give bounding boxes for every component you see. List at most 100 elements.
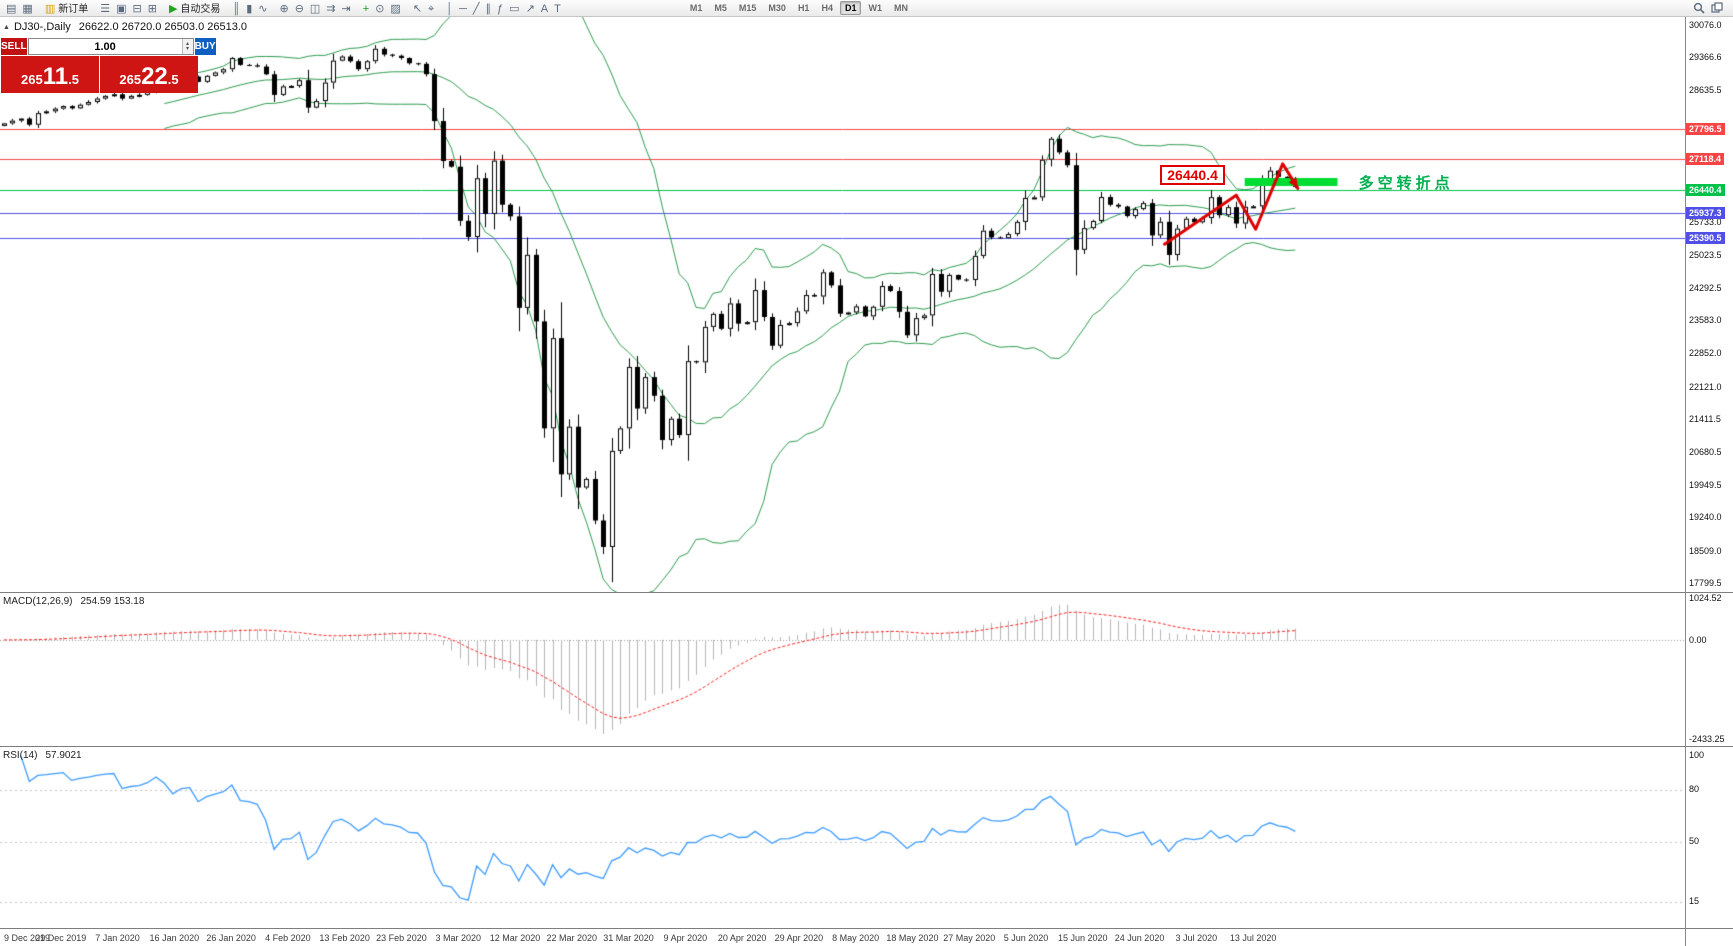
volume-spinner: ▴ ▾	[181, 39, 193, 54]
zoom-in-button[interactable]: ⊕	[277, 2, 290, 17]
auto-scroll-button[interactable]: ⇉	[324, 2, 337, 17]
chart-shift-button[interactable]: ⇥	[340, 2, 353, 17]
zoom-out-icon: ⊖	[294, 3, 304, 15]
search-button[interactable]	[1691, 1, 1707, 16]
text-label-button[interactable]: T	[552, 2, 563, 17]
axis-tick-label: 80	[1689, 784, 1700, 795]
date-axis[interactable]: 9 Dec 2019 29 Dec 2019 7 Jan 2020 16 Jan 20…	[0, 928, 1733, 946]
symbol-ohlc-line: ▲ DJ30-,Daily 26622.0 26720.0 26503.0 26…	[3, 21, 247, 33]
axis-tick-label: 100	[1689, 749, 1705, 760]
date-axis-label: 9 Dec 2019	[4, 933, 51, 943]
new-window-icon	[1711, 2, 1723, 13]
fibonacci-button[interactable]: ƒ	[495, 2, 505, 17]
date-axis-label: 13 Jul 2020	[1229, 933, 1277, 943]
trendline-button[interactable]: ╱	[471, 2, 482, 17]
fibonacci-icon: ƒ	[497, 3, 504, 15]
period-mn-button[interactable]: MN	[893, 3, 908, 13]
volume-input[interactable]	[28, 39, 182, 54]
data-window-icon: ▣	[116, 3, 127, 15]
equidistant-channel-button[interactable]: ∥	[484, 2, 494, 17]
period-m1-button[interactable]: M1	[689, 3, 703, 13]
period-w1-button[interactable]: W1	[868, 3, 882, 13]
cursor-button[interactable]: ↖	[411, 2, 424, 17]
vertical-line-button[interactable]: │	[444, 2, 455, 17]
chart-window: ▲ DJ30-,Daily 26622.0 26720.0 26503.0 26…	[0, 17, 1733, 946]
price-scale[interactable]: 30076.0 29366.6 28635.5 25733.0 25023.5 24292…	[1686, 17, 1733, 946]
macd-legend-name: MACD(12,26,9)	[3, 596, 73, 607]
price-label-annotation[interactable]: 26440.4	[1160, 165, 1225, 186]
shapes-icon: ▭	[509, 3, 520, 15]
indicators-button[interactable]: +	[361, 2, 371, 17]
rsi-legend: RSI(14) 57.9021	[3, 750, 90, 761]
bar-chart-button[interactable]: ║	[230, 2, 242, 17]
line-chart-button[interactable]: ∿	[256, 2, 269, 17]
date-axis-label: 9 Apr 2020	[663, 933, 708, 943]
profiles-button[interactable]: ▦	[20, 2, 34, 17]
zoom-out-button[interactable]: ⊖	[293, 2, 306, 17]
profiles-icon: ▦	[22, 3, 33, 15]
buy-button[interactable]: BUY	[194, 38, 216, 55]
volume-box: ▴ ▾	[27, 38, 194, 55]
shapes-button[interactable]: ▭	[507, 2, 521, 17]
date-axis-label: 18 May 2020	[886, 933, 939, 943]
tile-windows-button[interactable]: ◫	[308, 2, 322, 17]
candlesticks-button[interactable]: ▮	[244, 2, 254, 17]
toolbar-right-group	[1690, 1, 1726, 16]
axis-tick-label: 23583.0	[1689, 315, 1722, 326]
terminal-button[interactable]: ⊞	[146, 2, 159, 17]
buy-price-button[interactable]: 265 22.5	[100, 56, 198, 93]
crosshair-button[interactable]: ⌖	[426, 2, 436, 17]
horizontal-line-button[interactable]: ─	[457, 2, 469, 17]
volume-up-icon[interactable]: ▴	[186, 40, 190, 47]
horizontal-line-icon: ─	[459, 3, 467, 15]
main-chart-canvas[interactable]	[0, 17, 1685, 592]
rsi-legend-value: 57.9021	[45, 750, 82, 761]
period-h1-button[interactable]: H1	[797, 3, 810, 13]
sell-price-button[interactable]: 265 11.5	[1, 56, 99, 93]
terminal-icon: ⊞	[147, 3, 157, 15]
date-axis-label: 7 Jan 2020	[95, 933, 140, 943]
autotrading-button[interactable]: ▶ 自动交易	[167, 2, 222, 17]
axis-tick-label: 22852.0	[1689, 348, 1722, 359]
rsi-canvas[interactable]	[0, 747, 1685, 928]
buy-price-big-digits: 22	[141, 63, 168, 90]
axis-tick-label: 50	[1689, 835, 1700, 846]
new-window-button[interactable]	[1709, 1, 1725, 16]
zone-annotation-text[interactable]: 多空转折点	[1358, 175, 1454, 192]
axis-tick-label: 17799.5	[1689, 577, 1722, 588]
new-order-label: 新订单	[58, 4, 89, 15]
sell-button[interactable]: SELL	[1, 38, 27, 55]
price-level-label: 27118.4	[1686, 153, 1725, 166]
axis-tick-label: -2433.25	[1689, 734, 1725, 745]
chart-collapse-arrow[interactable]: ▲	[3, 23, 10, 31]
date-axis-label: 29 Apr 2020	[774, 933, 824, 943]
templates-icon: ▨	[390, 3, 401, 15]
buy-price-prefix: 265	[119, 72, 142, 87]
navigator-button[interactable]: ⊟	[131, 2, 144, 17]
new-order-button[interactable]: ▥ 新订单	[43, 2, 90, 17]
crosshair-icon: ⌖	[428, 3, 435, 15]
axis-tick-label: 21411.5	[1689, 413, 1721, 424]
data-window-button[interactable]: ▣	[114, 2, 128, 17]
date-axis-label: 12 Mar 2020	[489, 933, 541, 943]
new-order-icon: ▥	[44, 3, 56, 15]
axis-tick-label: 20680.5	[1689, 446, 1722, 457]
macd-canvas[interactable]	[0, 593, 1685, 746]
volume-down-icon[interactable]: ▾	[186, 45, 190, 52]
templates-button[interactable]: ▨	[388, 2, 402, 17]
period-h4-button[interactable]: H4	[821, 3, 833, 13]
period-d1-button[interactable]: D1	[839, 1, 862, 15]
arrows-button[interactable]: ↗	[524, 2, 537, 17]
macd-legend-values: 254.59 153.18	[80, 596, 145, 607]
zoom-in-icon: ⊕	[279, 3, 289, 15]
market-watch-button[interactable]: ☰	[98, 2, 112, 17]
period-m15-button[interactable]: M15	[738, 3, 757, 13]
period-m5-button[interactable]: M5	[714, 3, 727, 13]
new-chart-button[interactable]: ▤	[4, 2, 18, 17]
period-m30-button[interactable]: M30	[768, 3, 786, 13]
periods-menu-button[interactable]: ⊙	[373, 2, 386, 17]
chart-shift-icon: ⇥	[341, 3, 351, 15]
text-button[interactable]: A	[539, 2, 550, 17]
